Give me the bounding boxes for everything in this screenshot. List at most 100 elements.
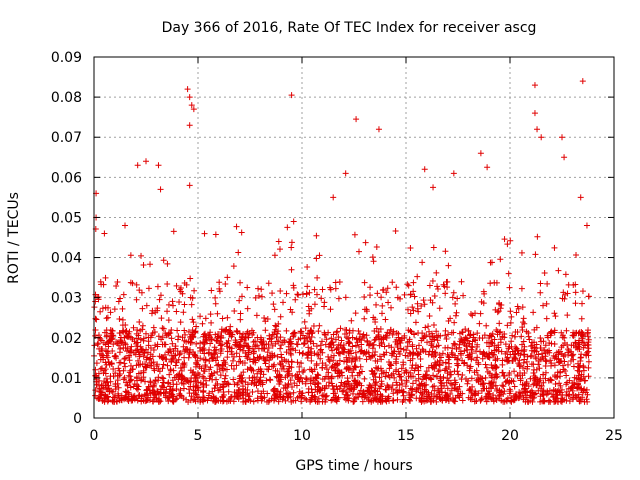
data-point [348, 350, 355, 357]
data-point [404, 281, 411, 288]
data-point [115, 384, 122, 391]
data-point [257, 374, 264, 381]
data-point [317, 355, 324, 362]
data-point [521, 346, 528, 353]
data-point [348, 358, 355, 365]
data-point [99, 397, 106, 404]
data-point [445, 331, 452, 338]
data-point [314, 351, 321, 358]
data-point [468, 375, 475, 382]
data-point [260, 388, 267, 395]
data-point [349, 372, 356, 379]
data-point [370, 258, 377, 265]
data-point [252, 379, 259, 386]
data-point [130, 324, 137, 331]
data-point [157, 292, 164, 299]
data-point [360, 388, 367, 395]
data-point [487, 259, 494, 266]
data-point [338, 337, 345, 344]
data-point [111, 353, 118, 360]
data-point [359, 398, 366, 405]
data-point [452, 381, 459, 388]
data-point [561, 295, 568, 302]
data-point [387, 326, 394, 333]
data-point [145, 383, 152, 390]
data-point [294, 359, 301, 366]
data-point [187, 378, 194, 385]
data-point [195, 394, 202, 401]
data-point [458, 376, 465, 383]
data-point [333, 398, 340, 405]
data-point [328, 374, 335, 381]
data-point [382, 333, 389, 340]
data-point [191, 396, 198, 403]
data-point [215, 333, 222, 340]
data-point [538, 338, 545, 345]
data-point [179, 290, 186, 297]
data-point [171, 352, 178, 359]
data-point [563, 327, 570, 334]
data-point [293, 340, 300, 347]
data-point [561, 340, 568, 347]
data-point [164, 362, 171, 369]
data-point [369, 345, 376, 352]
data-point [488, 339, 495, 346]
data-point [397, 373, 404, 380]
data-point [435, 368, 442, 375]
data-point [520, 359, 527, 366]
data-point [287, 377, 294, 384]
data-point [242, 398, 249, 405]
data-point [423, 393, 430, 400]
data-point [563, 397, 570, 404]
data-point [532, 354, 539, 361]
x-tick-label: 25 [605, 428, 623, 444]
data-point [429, 299, 436, 306]
data-point [346, 330, 353, 337]
y-tick-label: 0.01 [51, 371, 82, 387]
data-point [437, 385, 444, 392]
data-point [255, 378, 262, 385]
data-point [224, 348, 231, 355]
data-point [494, 373, 501, 380]
data-point [319, 392, 326, 399]
data-point [559, 134, 565, 141]
data-point [420, 297, 427, 304]
data-point [461, 347, 468, 354]
data-point [488, 333, 495, 340]
data-point [366, 341, 373, 348]
data-point [107, 309, 114, 316]
data-point [238, 372, 245, 379]
data-point [582, 377, 589, 384]
data-point [286, 339, 293, 346]
data-point [385, 383, 392, 390]
data-point [570, 391, 577, 398]
data-point [150, 324, 157, 331]
data-point [382, 386, 389, 393]
data-point [332, 361, 339, 368]
data-point [388, 385, 395, 392]
data-point [367, 284, 374, 291]
data-point [379, 302, 386, 309]
data-point [224, 274, 231, 281]
data-point [337, 382, 344, 389]
data-point [579, 288, 586, 295]
data-point [476, 320, 483, 327]
data-point [288, 398, 295, 405]
data-point [180, 381, 187, 388]
data-point [204, 397, 211, 404]
data-point [292, 347, 299, 354]
data-point [388, 344, 395, 351]
data-point [458, 352, 465, 359]
data-point [507, 308, 514, 315]
data-point [164, 308, 171, 315]
data-point [540, 371, 547, 378]
data-point [178, 393, 185, 400]
data-point [116, 316, 123, 323]
data-point [557, 382, 564, 389]
data-point [191, 371, 198, 378]
data-point [455, 355, 462, 362]
data-point [474, 343, 481, 350]
data-point [283, 327, 290, 334]
data-point [353, 354, 360, 361]
data-point [402, 352, 409, 359]
